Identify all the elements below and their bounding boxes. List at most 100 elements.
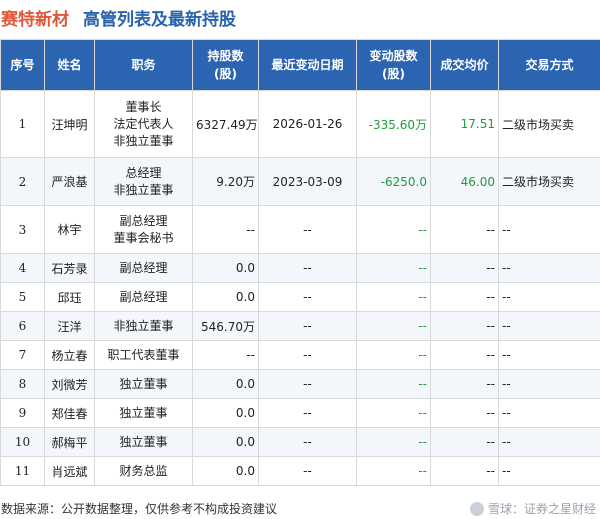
brand-mark: 雪球：证券之星财经 [469,500,596,517]
executive-name: 汪洋 [44,311,95,341]
trade-method: -- [498,311,600,341]
last-change-date: -- [258,253,357,283]
shares-held: 546.70万 [192,311,259,341]
trade-method: -- [498,456,600,486]
shares-held: 0.0 [192,282,259,312]
trade-method: -- [498,398,600,428]
table-row: 10 郝梅平 独立董事 0.0 -- -- -- -- [0,427,600,457]
executive-name: 刘微芳 [44,369,95,399]
executive-name: 汪坤明 [44,90,95,158]
shares-held: 0.0 [192,369,259,399]
executive-name: 肖远斌 [44,456,95,486]
change-shares: -6250.0 [356,157,431,206]
last-change-date: 2023-03-09 [258,157,357,206]
executive-table-wrapper: 序号 姓名 职务 持股数 (股) 最近变动日期 变动股数 (股) 成交均价 交易方式 1 汪坤明 董事… [0,39,600,486]
executive-roles: 非独立董事 [94,311,193,341]
executive-roles: 副总经理 董事会秘书 [94,205,193,254]
average-price: -- [430,456,499,486]
role-line: 职工代表董事 [107,347,180,362]
change-shares: -335.60万 [356,90,431,158]
column-header: 成交均价 [430,39,499,91]
footer: 数据来源：公开数据整理，仅供参考不构成投资建议 雪球：证券之星财经 [0,498,600,519]
executive-roles: 董事长法定代表人非独立董事 [94,90,193,158]
role-line: 非独立董事 [113,182,174,197]
row-index: 4 [0,253,45,283]
executive-name: 杨立春 [44,340,95,370]
role-line: 董事长 [125,99,162,114]
executive-table: 序号 姓名 职务 持股数 (股) 最近变动日期 变动股数 (股) 成交均价 交易方式 1 汪坤明 董事… [0,39,600,486]
table-row: 9 郑佳春 独立董事 0.0 -- -- -- -- [0,398,600,428]
table-row: 1 汪坤明 董事长 法定代表人 非独立董事 6327.49万 2026-01-26 -335.… [0,90,600,158]
shares-held: 6327.49万 [192,90,259,158]
role-line: 董事会秘书 [113,230,174,245]
column-header: 姓名 [44,39,95,91]
shares-held: 0.0 [192,456,259,486]
role-line: 非独立董事 [113,133,174,148]
data-source-note: 数据来源：公开数据整理，仅供参考不构成投资建议 [1,502,278,516]
trade-method: -- [498,282,600,312]
executive-name: 邱珏 [44,282,95,312]
table-row: 3 林宇 副总经理 董事会秘书 -- -- -- -- -- [0,205,600,254]
row-index: 11 [0,456,45,486]
executive-roles: 独立董事 [94,369,193,399]
role-line: 财务总监 [119,463,168,478]
table-row: 4 石芳录 副总经理 0.0 -- -- -- -- [0,253,600,283]
trade-method: 二级市场买卖 [498,157,600,206]
row-index: 9 [0,398,45,428]
last-change-date: -- [258,456,357,486]
last-change-date: -- [258,311,357,341]
snowball-logo-icon [469,501,484,516]
row-index: 8 [0,369,45,399]
row-index: 7 [0,340,45,370]
average-price: -- [430,282,499,312]
shares-held: 0.0 [192,427,259,457]
brand-text: 雪球：证券之星财经 [487,502,596,516]
executive-roles: 职工代表董事 [94,340,193,370]
shares-held: 0.0 [192,398,259,428]
title-bar: 赛特新材 高管列表及最新持股 [0,0,600,34]
executive-name: 郝梅平 [44,427,95,457]
average-price: 17.51 [430,90,499,158]
table-row: 2 严浪基 总经理 非独立董事 9.20万 2023-03-09 -6250.0 46.00 二… [0,157,600,206]
change-shares: -- [356,311,431,341]
table-body: 1 汪坤明 董事长 法定代表人 非独立董事 6327.49万 2026-01-26 -335.… [0,90,600,486]
table-header-row: 序号 姓名 职务 持股数 (股) 最近变动日期 变动股数 (股) 成交均价 交易方式 [0,39,600,91]
average-price: -- [430,369,499,399]
column-header: 序号 [0,39,45,91]
executive-roles: 副总经理 [94,253,193,283]
executive-name: 严浪基 [44,157,95,206]
average-price: -- [430,398,499,428]
table-row: 8 刘微芳 独立董事 0.0 -- -- -- -- [0,369,600,399]
trade-method: 二级市场买卖 [498,90,600,158]
last-change-date: -- [258,369,357,399]
average-price: 46.00 [430,157,499,206]
shares-held: -- [192,205,259,254]
change-shares: -- [356,205,431,254]
trade-method: -- [498,427,600,457]
change-shares: -- [356,253,431,283]
shares-held: 0.0 [192,253,259,283]
page-title: 高管列表及最新持股 [83,9,236,30]
table-row: 6 汪洋 非独立董事 546.70万 -- -- -- -- [0,311,600,341]
column-header: 最近变动日期 [258,39,357,91]
row-index: 3 [0,205,45,254]
shares-held: -- [192,340,259,370]
last-change-date: -- [258,205,357,254]
executive-roles: 总经理 非独立董事 [94,157,193,206]
last-change-date: -- [258,340,357,370]
executive-name: 郑佳春 [44,398,95,428]
role-line: 副总经理 [119,260,168,275]
last-change-date: 2026-01-26 [258,90,357,158]
role-line: 独立董事 [119,376,168,391]
trade-method: -- [498,369,600,399]
executive-roles: 独立董事 [94,427,193,457]
average-price: -- [430,311,499,341]
average-price: -- [430,340,499,370]
table-row: 7 杨立春 职工代表董事 -- -- -- -- -- [0,340,600,370]
change-shares: -- [356,340,431,370]
role-line: 总经理 [125,165,162,180]
role-line: 副总经理 [119,289,168,304]
role-line: 独立董事 [119,405,168,420]
change-shares: -- [356,369,431,399]
role-line: 法定代表人 [113,116,174,131]
